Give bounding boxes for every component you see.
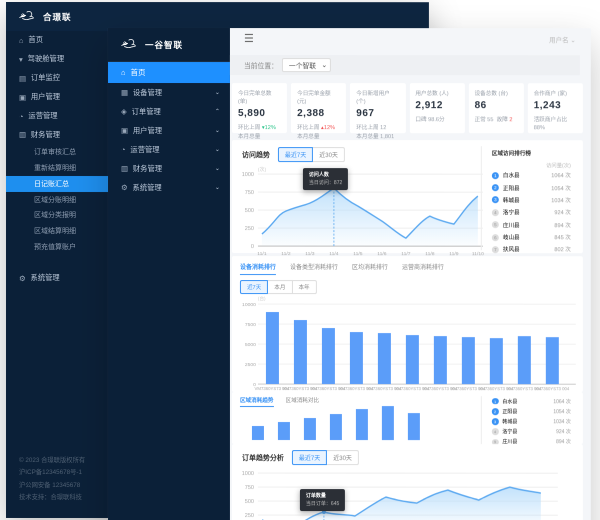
svg-text:250: 250 xyxy=(245,226,254,232)
svg-text:500: 500 xyxy=(245,208,254,214)
svg-text:(台): (台) xyxy=(258,295,266,302)
svg-text:2500: 2500 xyxy=(245,362,256,368)
svg-text:10000: 10000 xyxy=(242,302,256,308)
svg-text:(次): (次) xyxy=(258,166,267,173)
svg-text:VM7360YS73 004: VM7360YS73 004 xyxy=(534,386,569,391)
svg-text:7500: 7500 xyxy=(245,322,256,328)
svg-text:750: 750 xyxy=(245,485,254,491)
svg-text:750: 750 xyxy=(245,190,254,196)
svg-text:1000: 1000 xyxy=(242,471,254,477)
svg-text:1000: 1000 xyxy=(242,172,254,178)
svg-text:0: 0 xyxy=(251,244,254,250)
svg-text:5000: 5000 xyxy=(245,342,256,348)
svg-text:500: 500 xyxy=(245,499,254,505)
svg-text:250: 250 xyxy=(245,513,254,519)
